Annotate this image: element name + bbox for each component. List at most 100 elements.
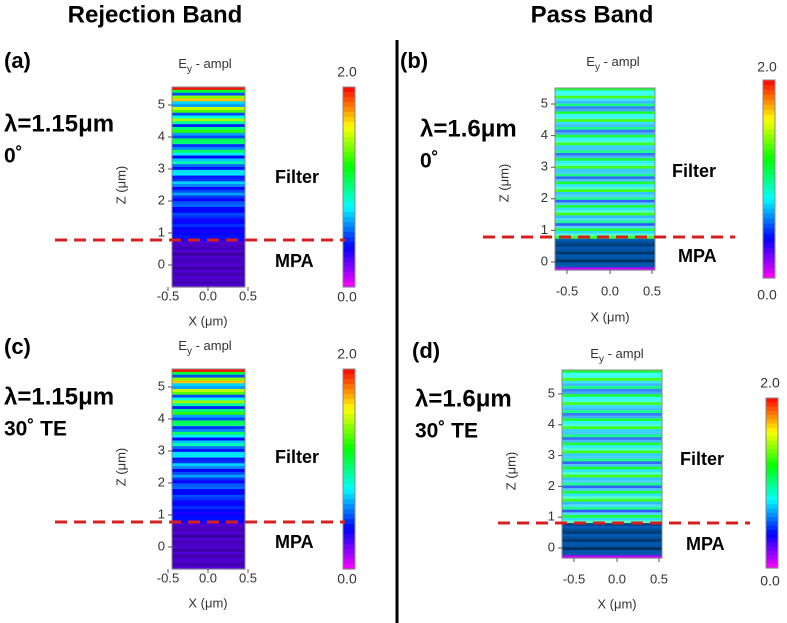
colorbar-cell [766, 398, 778, 403]
field-stripe [172, 104, 245, 108]
colorbar-cell [343, 252, 355, 258]
colorbar-cell [766, 517, 778, 522]
x-tick-label: -0.5 [556, 283, 578, 298]
colorbar-cell [343, 217, 355, 223]
field-stripe [172, 469, 245, 473]
field-stripe [555, 207, 655, 211]
field-stripe [555, 205, 655, 209]
colorbar-cell [343, 182, 355, 188]
field-stripe [555, 173, 655, 177]
field-stripe [562, 496, 662, 500]
z-tick-label: 4 [158, 128, 165, 143]
colorbar-cell [766, 521, 778, 527]
field-stripe [555, 259, 655, 263]
colorbar-cell [763, 129, 775, 136]
colorbar-cell [343, 152, 355, 158]
colorbar-cell [766, 440, 778, 446]
colorbar-cell [343, 399, 355, 405]
field-stripe [172, 155, 245, 160]
plot-frame [561, 369, 663, 559]
field-stripe [172, 529, 245, 533]
z-tick-label: 0 [548, 539, 555, 554]
field-stripe [562, 517, 662, 521]
colorbar-cell [766, 542, 778, 548]
colorbar-frame [762, 79, 776, 279]
colorbar-cell [763, 169, 775, 175]
field-stripe [172, 218, 245, 222]
colorbar-cell [763, 114, 775, 121]
field-stripe [172, 451, 245, 456]
field-stripe [562, 421, 662, 425]
colorbar-cell [766, 500, 778, 505]
field-stripe [555, 225, 655, 229]
field-stripe [562, 415, 662, 419]
colorbar-cell [766, 423, 778, 429]
field-stripe [172, 523, 245, 527]
field-stripe [555, 197, 655, 201]
field-stripe [555, 238, 655, 242]
colorbar-cell [343, 107, 355, 113]
field-stripe [555, 189, 655, 193]
colorbar-cell [766, 483, 778, 488]
field-stripe [562, 482, 662, 487]
colorbar-cell [763, 89, 775, 96]
title-main: E [590, 346, 599, 361]
field-stripe [562, 378, 662, 382]
x-axis-label: X (μm) [590, 309, 629, 324]
field-stripe [562, 464, 662, 468]
colorbar-cell [343, 474, 355, 480]
field-stripe [555, 150, 655, 154]
field-stripe [172, 175, 245, 180]
colorbar-cell [343, 197, 355, 203]
colorbar-cell [766, 538, 778, 544]
field-stripe [555, 153, 655, 157]
field-stripe [172, 411, 245, 416]
colorbar-cell [763, 228, 775, 235]
field-stripe [555, 267, 655, 271]
colorbar-cell [766, 495, 778, 501]
colorbar-cell [763, 253, 775, 259]
colorbar-max: 2.0 [760, 375, 780, 391]
colorbar-cell [343, 394, 355, 400]
colorbar-cell [343, 92, 355, 98]
field-stripe [172, 95, 245, 100]
colorbar-max: 2.0 [337, 64, 357, 80]
field-stripe [555, 179, 655, 183]
angle: 30˚ TE [4, 418, 67, 441]
colorbar-cell [763, 218, 775, 225]
field-stripe [172, 560, 245, 564]
colorbar-cell [343, 257, 355, 263]
field-stripe [562, 541, 662, 546]
colorbar-cell [343, 97, 355, 103]
panel-label: (a) [4, 48, 31, 73]
colorbar-cell [766, 453, 778, 459]
field-stripe [555, 101, 655, 105]
field-stripe [172, 417, 245, 422]
colorbar-cell [343, 374, 355, 380]
colorbar-cell [343, 429, 355, 435]
colorbar-cell [763, 273, 775, 279]
field-stripe [562, 466, 662, 470]
field-stripe [172, 546, 245, 550]
field-stripe [172, 127, 245, 131]
field-stripe [172, 426, 245, 430]
colorbar-cell [343, 172, 355, 178]
colorbar-cell [763, 84, 775, 91]
z-tick-label: 2 [541, 190, 548, 205]
field-stripe [172, 221, 245, 225]
field-stripe [562, 523, 662, 527]
panel-label: (d) [412, 338, 440, 363]
colorbar-cell [343, 277, 355, 283]
z-tick-label: 1 [158, 224, 165, 239]
z-tick-label: 4 [548, 416, 555, 431]
field-stripe [562, 498, 662, 503]
colorbar-cell [763, 94, 775, 101]
field-stripe [555, 114, 655, 118]
colorbar-cell [343, 564, 355, 570]
z-axis-label: Z (μm) [503, 452, 518, 491]
field-stripe [555, 186, 655, 190]
field-stripe [172, 440, 245, 444]
x-tick-label: 0.5 [650, 571, 668, 586]
angle: 0˚ [4, 145, 23, 168]
colorbar-cell [343, 524, 355, 530]
